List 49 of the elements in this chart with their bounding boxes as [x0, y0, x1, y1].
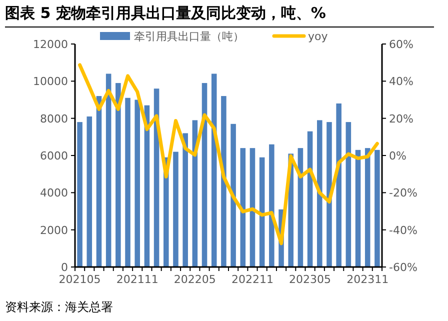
bar: [182, 133, 188, 267]
y2-tick-label: -40%: [389, 224, 418, 237]
y2-tick-label: -20%: [389, 186, 418, 200]
text: 资料来源：海关总署: [5, 300, 113, 314]
y-tick-label: 0: [61, 261, 68, 274]
x-tick-label: 202205: [174, 273, 216, 286]
y2-tick-label: 20%: [389, 112, 414, 126]
bar: [240, 148, 246, 267]
bar: [250, 148, 256, 267]
bar: [116, 83, 121, 267]
bar: [355, 150, 361, 267]
x-tick-label: 202305: [289, 273, 332, 286]
legend-label: yoy: [308, 30, 328, 43]
bar: [96, 96, 102, 267]
bar: [269, 144, 274, 267]
bar: [173, 152, 178, 267]
bar: [125, 98, 130, 267]
bar: [326, 122, 332, 267]
y-tick-label: 4000: [40, 186, 68, 200]
bar: [134, 100, 140, 267]
bar: [77, 122, 82, 267]
bar: [230, 124, 236, 267]
y-tick-label: 8000: [40, 112, 68, 126]
bar: [86, 116, 92, 267]
x-tick-label: 202311: [346, 273, 389, 286]
y2-tick-label: 0%: [389, 150, 406, 162]
y2-tick-label: 40%: [389, 75, 414, 88]
bar: [221, 96, 226, 267]
x-tick-label: 202111: [116, 273, 158, 286]
y-tick-label: 2000: [40, 224, 68, 237]
bar: [364, 148, 370, 267]
bar: [106, 74, 112, 267]
y2-tick-label: -60%: [389, 261, 418, 274]
bar: [307, 131, 313, 267]
line-series: [78, 63, 379, 246]
bar: [346, 122, 352, 267]
bar: [259, 157, 265, 267]
bar: [336, 103, 342, 267]
bar: [298, 148, 304, 267]
legend-label: 牵引用具出口量（吨）: [134, 30, 244, 43]
y-tick-label: 10000: [33, 75, 68, 88]
x-tick-label: 202211: [231, 273, 274, 286]
y-tick-label: 12000: [33, 38, 68, 51]
chart-title: 图表 5 宠物牵引用具出口量及同比变动，吨、%: [5, 4, 326, 22]
bar: [317, 120, 322, 267]
x-tick-label: 202105: [58, 273, 101, 286]
y-tick-label: 6000: [40, 150, 68, 162]
y2-tick-label: 60%: [389, 38, 414, 51]
bar: [374, 150, 380, 267]
